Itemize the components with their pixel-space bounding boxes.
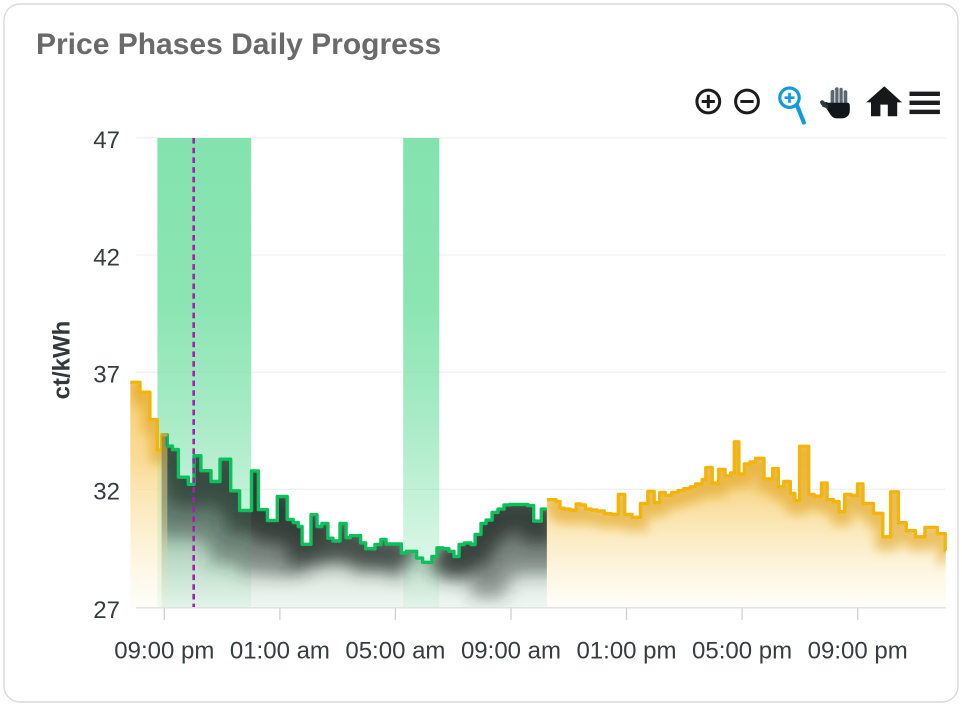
svg-text:37: 37	[93, 362, 120, 389]
svg-text:01:00 pm: 01:00 pm	[576, 638, 676, 665]
svg-text:42: 42	[93, 244, 120, 271]
svg-text:32: 32	[93, 479, 120, 506]
svg-text:01:00 am: 01:00 am	[230, 638, 330, 665]
svg-text:Price Phases Daily Progress: Price Phases Daily Progress	[36, 28, 441, 61]
svg-text:05:00 pm: 05:00 pm	[692, 638, 792, 665]
svg-text:47: 47	[93, 127, 120, 154]
svg-text:05:00 am: 05:00 am	[345, 638, 445, 665]
svg-text:09:00 am: 09:00 am	[461, 638, 561, 665]
svg-text:27: 27	[93, 597, 120, 624]
svg-text:ct/kWh: ct/kWh	[49, 321, 76, 400]
svg-text:09:00 pm: 09:00 pm	[808, 638, 908, 665]
svg-text:09:00 pm: 09:00 pm	[114, 638, 214, 665]
